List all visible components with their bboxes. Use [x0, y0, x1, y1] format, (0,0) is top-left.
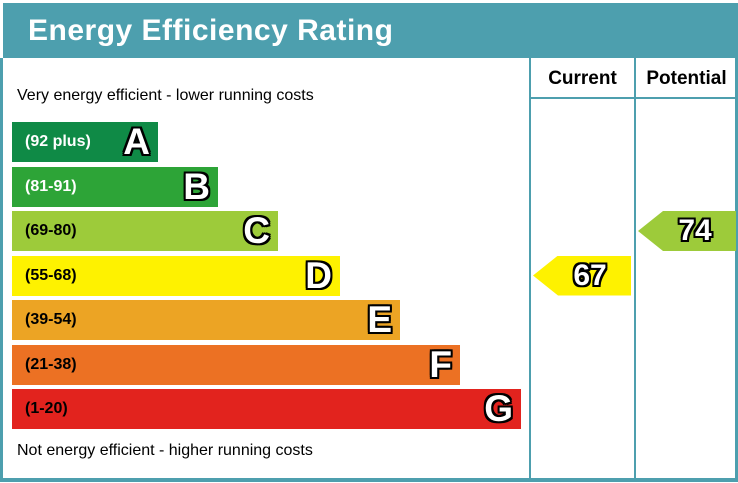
band-letter: B	[183, 165, 210, 207]
band-row-g: (1-20) G	[12, 389, 521, 429]
band-range-label: (1-20)	[25, 400, 68, 417]
band-letter: C	[243, 209, 270, 251]
band-row-a: (92 plus) A	[12, 122, 158, 162]
band-range-label: (69-80)	[25, 222, 77, 239]
band-row-e: (39-54) E	[12, 300, 400, 340]
current-column-header: Current	[548, 68, 617, 89]
potential-column-header: Potential	[646, 68, 727, 89]
band-range-label: (55-68)	[25, 266, 77, 284]
potential-marker-value: 74	[678, 214, 712, 247]
band-range-label: (39-54)	[25, 311, 77, 328]
band-letter: F	[429, 343, 452, 385]
band-range-label: (21-38)	[25, 355, 77, 373]
band-range-label: (81-91)	[25, 177, 77, 195]
page-title: Energy Efficiency Rating	[28, 13, 394, 47]
page-title-bar: Energy Efficiency Rating	[3, 3, 738, 58]
potential-column-divider	[634, 58, 636, 478]
current-marker: 67	[533, 255, 631, 296]
top-note: Very energy efficient - lower running co…	[17, 87, 314, 104]
band-letter: A	[123, 120, 150, 162]
current-marker-value: 67	[573, 258, 607, 292]
band-row-d: (55-68) D	[12, 254, 340, 296]
potential-marker: 74	[638, 211, 736, 251]
band-letter: G	[484, 387, 513, 429]
current-column-divider	[529, 58, 531, 478]
rating-chart: Current Potential Very energy efficient …	[0, 58, 738, 482]
band-row-c: (69-80) C	[12, 211, 278, 251]
band-letter: E	[367, 298, 392, 340]
band-range-label: (92 plus)	[25, 133, 91, 150]
band-row-b: (81-91) B	[12, 165, 218, 207]
bottom-note: Not energy efficient - higher running co…	[17, 442, 313, 459]
band-letter: D	[305, 254, 332, 296]
band-row-f: (21-38) F	[12, 343, 460, 385]
header-underline	[529, 97, 735, 99]
